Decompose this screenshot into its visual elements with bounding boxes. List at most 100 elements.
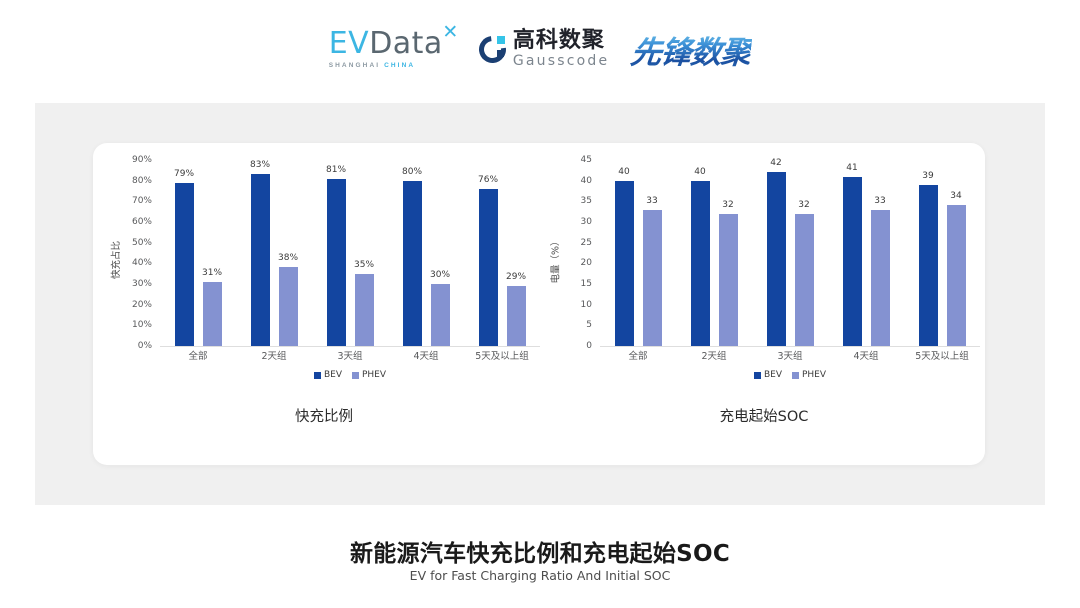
bar-bev[interactable]: 42 bbox=[766, 158, 786, 346]
plot-area: 79% 31% 83% 38% 81% 35% 80% 30% 76% 29% bbox=[160, 160, 540, 347]
chart-initial-soc: 电量（%） 0 5 10 15 20 25 30 35 40 45 40 33 40 32 42 32 41 3… bbox=[548, 155, 980, 380]
evdata-tagline-city: SHANGHAI bbox=[328, 62, 381, 69]
y-axis-ticks: 0% 10% 20% 30% 40% 50% 60% 70% 80% 90% bbox=[122, 155, 156, 351]
y-tick-label: 35 bbox=[580, 196, 592, 207]
gausscode-logo: 高科数聚 Gausscode bbox=[473, 28, 610, 69]
bar-value-label: 32 bbox=[722, 199, 734, 210]
bar-value-label: 81% bbox=[325, 164, 347, 175]
y-tick-label: 15 bbox=[580, 279, 592, 289]
page-title: 新能源汽车快充比例和充电起始SOC bbox=[349, 541, 731, 567]
bar-value-label: 38% bbox=[277, 253, 299, 264]
y-tick-label: 40% bbox=[131, 258, 152, 269]
x-tick-label: 4天组 bbox=[853, 351, 879, 362]
evdata-cross-icon: ✕ bbox=[442, 21, 459, 43]
legend-entry-bev[interactable]: BEV bbox=[313, 370, 342, 380]
bar-value-label: 80% bbox=[401, 166, 423, 177]
bar-group: 40 32 bbox=[676, 160, 752, 346]
y-tick-label: 30 bbox=[580, 217, 592, 227]
legend-label: PHEV bbox=[361, 370, 387, 380]
bar-bev[interactable]: 40 bbox=[690, 167, 710, 346]
bar-value-label: 39 bbox=[922, 170, 934, 181]
x-tick-label: 全部 bbox=[628, 351, 648, 362]
y-tick-label: 20 bbox=[580, 258, 592, 269]
bar-groups: 79% 31% 83% 38% 81% 35% 80% 30% 76% 29% bbox=[160, 160, 540, 346]
legend-entry-phev[interactable]: PHEV bbox=[351, 370, 387, 380]
bar-phev[interactable]: 30% bbox=[430, 270, 450, 346]
bar-value-label: 33 bbox=[646, 195, 658, 206]
x-tick-label: 全部 bbox=[188, 351, 208, 362]
y-tick-label: 20% bbox=[131, 299, 152, 310]
plot-area: 40 33 40 32 42 32 41 33 39 34 bbox=[600, 158, 980, 347]
bar-bev[interactable]: 79% bbox=[174, 169, 194, 346]
evdata-logo: EVData ✕ SHANGHAI CHINA bbox=[329, 23, 459, 70]
bar-bev[interactable]: 76% bbox=[478, 175, 498, 346]
x-axis-ticks: 全部 2天组 3天组 4天组 5天及以上组 bbox=[600, 348, 980, 362]
bar-value-label: 34 bbox=[950, 191, 962, 202]
y-tick-label: 5 bbox=[586, 320, 592, 331]
bar-phev[interactable]: 32 bbox=[718, 200, 738, 346]
bar-group: 76% 29% bbox=[464, 160, 540, 346]
bar-value-label: 40 bbox=[694, 166, 706, 177]
x-tick-label: 2天组 bbox=[701, 351, 727, 362]
bar-bev[interactable]: 83% bbox=[250, 160, 270, 346]
bar-phev[interactable]: 32 bbox=[794, 200, 814, 346]
legend-entry-bev[interactable]: BEV bbox=[753, 370, 782, 380]
gausscode-logo-cn: 高科数聚 bbox=[512, 28, 605, 53]
bar-bev[interactable]: 81% bbox=[326, 165, 346, 346]
y-tick-label: 10% bbox=[131, 320, 152, 331]
x-tick-label: 2天组 bbox=[261, 351, 287, 362]
x-tick-label: 3天组 bbox=[337, 351, 363, 362]
xianfeng-logo: 先锋数聚 bbox=[629, 27, 754, 72]
bar-group: 83% 38% bbox=[236, 160, 312, 346]
evdata-tagline: SHANGHAI CHINA bbox=[329, 62, 415, 69]
bar-phev[interactable]: 38% bbox=[278, 253, 298, 346]
gausscode-mark-icon bbox=[473, 30, 512, 68]
chart-caption-right: 充电起始SOC bbox=[719, 409, 809, 425]
y-tick-label: 45 bbox=[580, 155, 592, 165]
legend-swatch-icon bbox=[313, 371, 321, 379]
bar-value-label: 31% bbox=[201, 267, 223, 278]
bar-bev[interactable]: 41 bbox=[842, 163, 862, 346]
x-tick-label: 4天组 bbox=[413, 351, 439, 362]
gausscode-logo-en: Gausscode bbox=[512, 53, 610, 69]
bar-group: 79% 31% bbox=[160, 160, 236, 346]
bar-phev[interactable]: 31% bbox=[202, 268, 222, 346]
y-tick-label: 0% bbox=[137, 341, 152, 351]
y-tick-label: 90% bbox=[131, 155, 152, 165]
x-tick-label: 3天组 bbox=[777, 351, 803, 362]
legend-swatch-icon bbox=[753, 371, 761, 379]
legend-swatch-icon bbox=[791, 371, 799, 379]
chart-legend: BEV PHEV bbox=[600, 370, 980, 380]
y-tick-label: 25 bbox=[580, 237, 592, 248]
bar-value-label: 42 bbox=[770, 158, 782, 169]
y-tick-label: 80% bbox=[131, 175, 152, 186]
bar-bev[interactable]: 39 bbox=[918, 171, 938, 346]
bar-phev[interactable]: 33 bbox=[642, 196, 662, 346]
y-tick-label: 30% bbox=[131, 279, 152, 289]
bar-value-label: 83% bbox=[249, 160, 271, 171]
y-tick-label: 40 bbox=[580, 175, 592, 186]
evdata-wordmark: EVData ✕ bbox=[329, 23, 459, 61]
bar-phev[interactable]: 29% bbox=[506, 272, 526, 346]
bar-value-label: 41 bbox=[846, 162, 858, 173]
bar-phev[interactable]: 35% bbox=[354, 260, 374, 346]
legend-entry-phev[interactable]: PHEV bbox=[791, 370, 827, 380]
legend-swatch-icon bbox=[351, 371, 359, 379]
bar-value-label: 29% bbox=[505, 272, 527, 283]
bar-value-label: 40 bbox=[618, 166, 630, 177]
y-tick-label: 10 bbox=[580, 299, 592, 310]
y-axis-label: 快充占比 bbox=[111, 240, 123, 280]
bar-phev[interactable]: 33 bbox=[870, 196, 890, 346]
legend-label: BEV bbox=[323, 370, 342, 380]
legend-label: BEV bbox=[763, 370, 782, 380]
bar-bev[interactable]: 40 bbox=[614, 167, 634, 346]
evdata-logo-part2: Data bbox=[369, 26, 443, 61]
y-axis-label: 电量（%） bbox=[551, 236, 562, 284]
chart-fast-charging-ratio: 快充占比 0% 10% 20% 30% 40% 50% 60% 70% 80% 90% 79% 31… bbox=[108, 155, 540, 380]
bar-phev[interactable]: 34 bbox=[946, 191, 966, 346]
y-axis-ticks: 0 5 10 15 20 25 30 35 40 45 bbox=[562, 155, 596, 351]
bar-bev[interactable]: 80% bbox=[402, 167, 422, 346]
bar-group: 41 33 bbox=[828, 160, 904, 346]
bar-value-label: 35% bbox=[353, 259, 375, 270]
legend-label: PHEV bbox=[801, 370, 827, 380]
